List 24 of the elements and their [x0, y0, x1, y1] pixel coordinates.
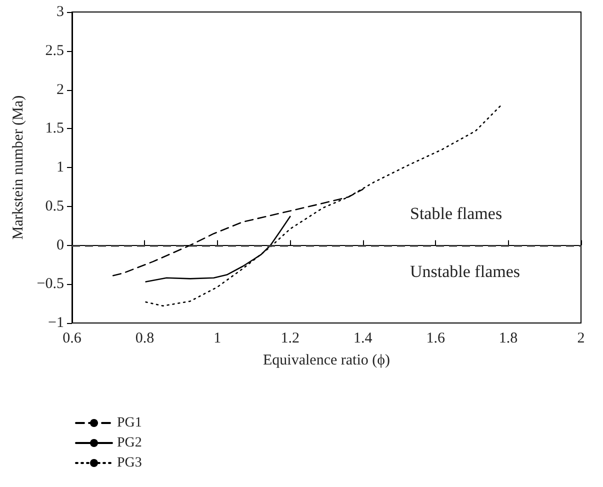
y-tick-label: 2.5	[45, 42, 64, 59]
legend-label: PG1	[117, 416, 142, 430]
x-tick-label: 0.6	[62, 330, 82, 346]
x-tick-label: 2	[577, 330, 585, 346]
y-tick-label: 1	[56, 160, 64, 176]
y-tick-label: 2	[56, 82, 64, 98]
x-tick-label: 1.8	[498, 330, 518, 346]
x-tick-label: 1.6	[426, 330, 446, 346]
y-tick-label: 0.5	[45, 198, 64, 214]
y-tick-label: 0	[56, 237, 64, 254]
y-tick-label: −0.5	[36, 276, 64, 292]
legend-label: PG3	[117, 456, 142, 470]
x-tick-label: 0.8	[135, 330, 154, 346]
y-axis-title: Markstein number (Ma)	[10, 95, 26, 240]
annotation: Unstable flames	[410, 262, 520, 281]
y-tick-label: 1.5	[45, 120, 64, 137]
x-tick-label: 1.4	[353, 330, 373, 346]
x-tick-label: 1.2	[280, 330, 300, 346]
legend-label: PG2	[117, 436, 142, 450]
annotation: Stable flames	[410, 204, 502, 223]
y-tick-label: −1	[48, 315, 64, 331]
y-tick-label: 3	[56, 4, 64, 20]
x-axis-title: Equivalence ratio (ϕ)	[262, 352, 390, 368]
x-tick-label: 1	[214, 330, 222, 346]
